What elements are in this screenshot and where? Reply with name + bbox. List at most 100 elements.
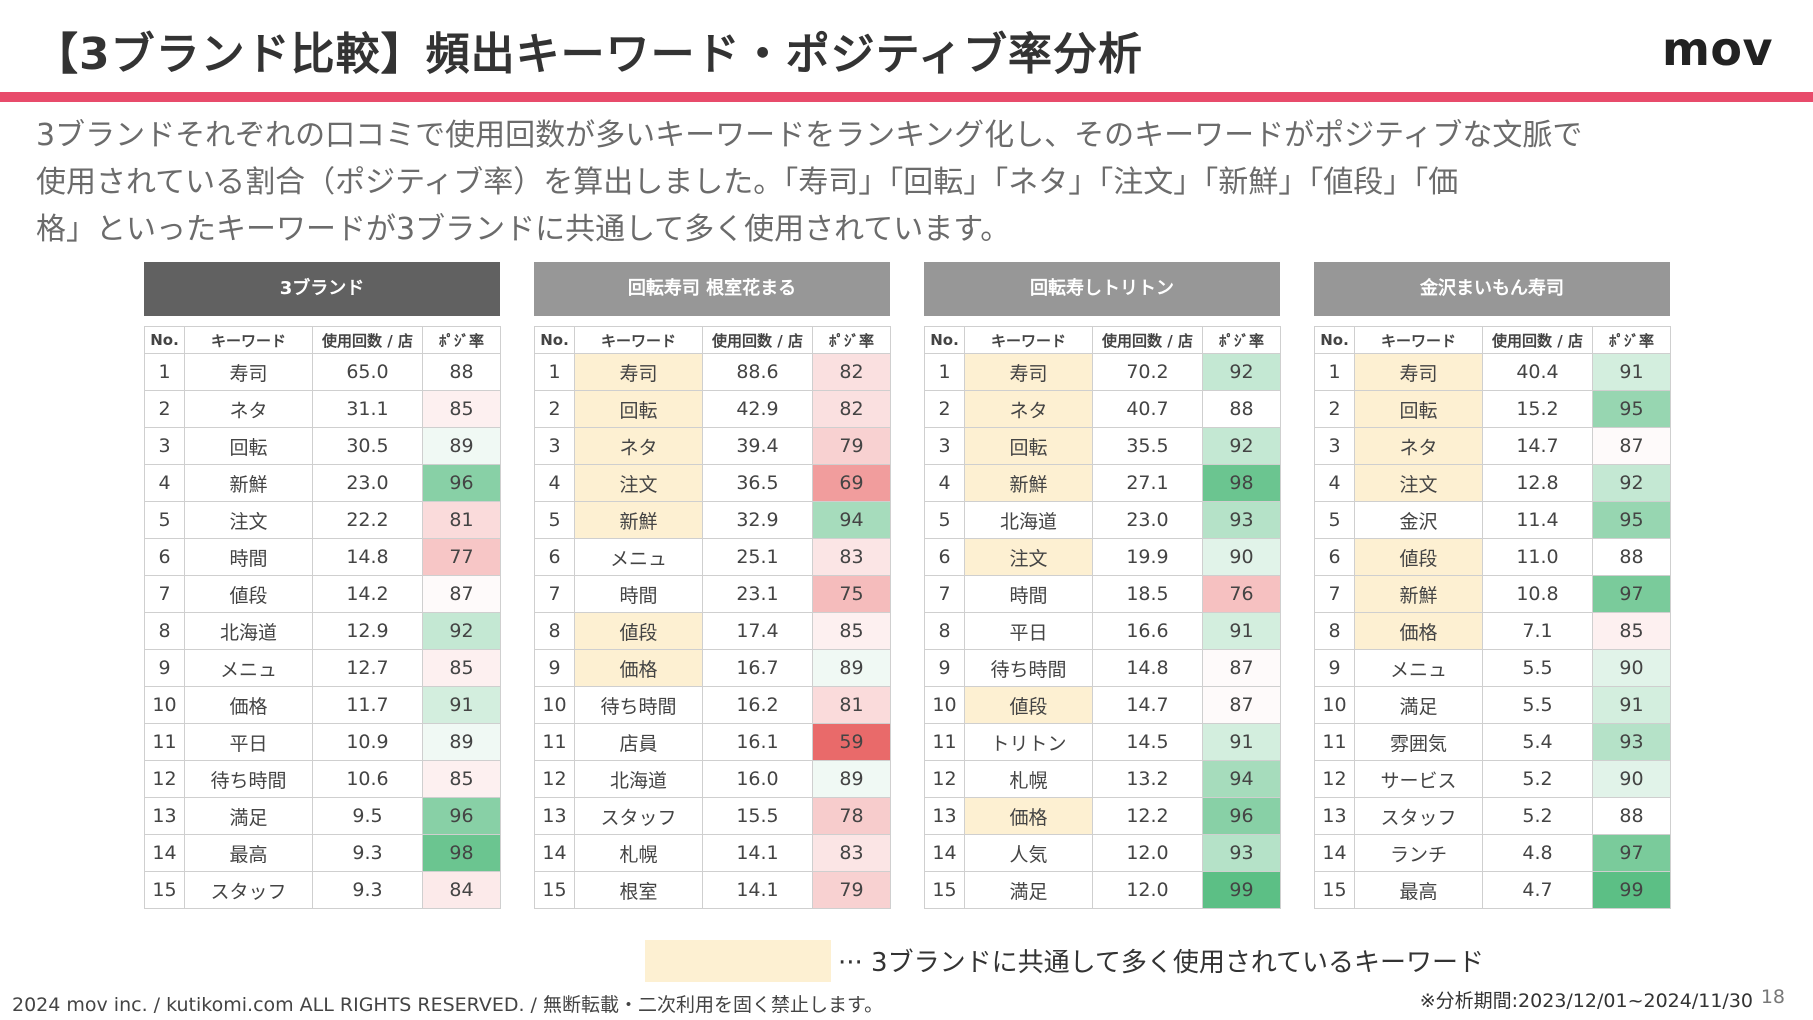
positive-rate-cell: 77 bbox=[422, 538, 501, 576]
positive-rate-cell: 97 bbox=[1592, 575, 1671, 613]
rank-cell: 3 bbox=[1314, 427, 1355, 465]
count-cell: 14.1 bbox=[702, 871, 813, 909]
keyword-cell: 注文 bbox=[964, 538, 1093, 576]
rank-cell: 4 bbox=[1314, 464, 1355, 502]
rank-cell: 12 bbox=[534, 760, 575, 798]
rank-cell: 1 bbox=[144, 353, 185, 391]
rank-cell: 2 bbox=[144, 390, 185, 428]
keyword-cell: 回転 bbox=[964, 427, 1093, 465]
positive-rate-cell: 85 bbox=[1592, 612, 1671, 650]
count-cell: 14.2 bbox=[312, 575, 423, 613]
table-row: 11 雰囲気 5.4 93 bbox=[1314, 723, 1671, 761]
keyword-ranking-table: No. キーワード 使用回数 / 店ﾎﾟｼﾞ率 1 寿司 70.2 92 2 ネタ 40.7 88 3… bbox=[924, 326, 1281, 909]
ranking-table-panel: 3ブランド No. キーワード 使用回数 / 店ﾎﾟｼﾞ率 1 寿司 65.0 88 2 ネタ 31… bbox=[144, 262, 501, 909]
rank-cell: 10 bbox=[924, 686, 965, 724]
table-row: 10 値段 14.7 87 bbox=[924, 686, 1281, 724]
legend-text: ··· 3ブランドに共通して多く使用されているキーワード bbox=[838, 948, 1485, 978]
column-header: ﾎﾟｼﾞ率 bbox=[812, 326, 891, 354]
count-cell: 30.5 bbox=[312, 427, 423, 465]
table-row: 9 待ち時間 14.8 87 bbox=[924, 649, 1281, 687]
table-row: 14 札幌 14.1 83 bbox=[534, 834, 891, 872]
column-header: ﾎﾟｼﾞ率 bbox=[1592, 326, 1671, 354]
table-row: 12 北海道 16.0 89 bbox=[534, 760, 891, 798]
positive-rate-cell: 84 bbox=[422, 871, 501, 909]
positive-rate-cell: 87 bbox=[1202, 686, 1281, 724]
count-cell: 4.8 bbox=[1482, 834, 1593, 872]
keyword-cell: 寿司 bbox=[184, 353, 313, 391]
rank-cell: 8 bbox=[144, 612, 185, 650]
count-cell: 16.0 bbox=[702, 760, 813, 798]
rank-cell: 1 bbox=[924, 353, 965, 391]
positive-rate-cell: 75 bbox=[812, 575, 891, 613]
table-row: 12 待ち時間 10.6 85 bbox=[144, 760, 501, 798]
count-cell: 23.1 bbox=[702, 575, 813, 613]
rank-cell: 14 bbox=[1314, 834, 1355, 872]
rank-cell: 11 bbox=[924, 723, 965, 761]
positive-rate-cell: 98 bbox=[422, 834, 501, 872]
column-header: No. bbox=[1314, 326, 1355, 354]
table-row: 2 ネタ 40.7 88 bbox=[924, 390, 1281, 428]
keyword-cell: 注文 bbox=[1354, 464, 1483, 502]
rank-cell: 10 bbox=[144, 686, 185, 724]
positive-rate-cell: 94 bbox=[812, 501, 891, 539]
rank-cell: 5 bbox=[1314, 501, 1355, 539]
table-row: 12 サービス 5.2 90 bbox=[1314, 760, 1671, 798]
rank-cell: 1 bbox=[534, 353, 575, 391]
positive-rate-cell: 92 bbox=[1202, 427, 1281, 465]
table-row: 1 寿司 65.0 88 bbox=[144, 353, 501, 391]
table-row: 6 注文 19.9 90 bbox=[924, 538, 1281, 576]
count-cell: 14.8 bbox=[1092, 649, 1203, 687]
keyword-cell: 北海道 bbox=[964, 501, 1093, 539]
count-cell: 65.0 bbox=[312, 353, 423, 391]
rank-cell: 3 bbox=[924, 427, 965, 465]
column-header: 使用回数 / 店 bbox=[702, 326, 813, 354]
keyword-cell: 値段 bbox=[574, 612, 703, 650]
table-row: 2 ネタ 31.1 85 bbox=[144, 390, 501, 428]
positive-rate-cell: 69 bbox=[812, 464, 891, 502]
keyword-cell: 最高 bbox=[184, 834, 313, 872]
count-cell: 39.4 bbox=[702, 427, 813, 465]
positive-rate-cell: 59 bbox=[812, 723, 891, 761]
keyword-cell: トリトン bbox=[964, 723, 1093, 761]
table-row: 8 値段 17.4 85 bbox=[534, 612, 891, 650]
positive-rate-cell: 79 bbox=[812, 871, 891, 909]
keyword-cell: 回転 bbox=[574, 390, 703, 428]
table-header-row: No. キーワード 使用回数 / 店ﾎﾟｼﾞ率 bbox=[1314, 326, 1671, 354]
keyword-cell: 札幌 bbox=[574, 834, 703, 872]
table-row: 9 メニュ 12.7 85 bbox=[144, 649, 501, 687]
count-cell: 32.9 bbox=[702, 501, 813, 539]
positive-rate-cell: 83 bbox=[812, 538, 891, 576]
mov-logo: mov bbox=[1661, 22, 1773, 76]
count-cell: 40.4 bbox=[1482, 353, 1593, 391]
table-row: 5 新鮮 32.9 94 bbox=[534, 501, 891, 539]
description-line: 格」といったキーワードが3ブランドに共通して多く使用されています。 bbox=[36, 212, 1011, 247]
count-cell: 14.7 bbox=[1092, 686, 1203, 724]
rank-cell: 12 bbox=[924, 760, 965, 798]
table-row: 4 新鮮 27.1 98 bbox=[924, 464, 1281, 502]
count-cell: 14.1 bbox=[702, 834, 813, 872]
count-cell: 16.2 bbox=[702, 686, 813, 724]
table-row: 6 メニュ 25.1 83 bbox=[534, 538, 891, 576]
table-brand-header: 回転寿しトリトン bbox=[924, 262, 1280, 316]
positive-rate-cell: 90 bbox=[1202, 538, 1281, 576]
keyword-cell: 新鮮 bbox=[184, 464, 313, 502]
positive-rate-cell: 88 bbox=[1592, 538, 1671, 576]
positive-rate-cell: 85 bbox=[422, 649, 501, 687]
rank-cell: 15 bbox=[924, 871, 965, 909]
keyword-cell: 待ち時間 bbox=[574, 686, 703, 724]
keyword-cell: スタッフ bbox=[1354, 797, 1483, 835]
count-cell: 14.8 bbox=[312, 538, 423, 576]
rank-cell: 13 bbox=[144, 797, 185, 835]
positive-rate-cell: 90 bbox=[1592, 649, 1671, 687]
positive-rate-cell: 87 bbox=[1202, 649, 1281, 687]
table-row: 1 寿司 40.4 91 bbox=[1314, 353, 1671, 391]
count-cell: 88.6 bbox=[702, 353, 813, 391]
count-cell: 11.0 bbox=[1482, 538, 1593, 576]
keyword-cell: 新鮮 bbox=[1354, 575, 1483, 613]
positive-rate-cell: 82 bbox=[812, 353, 891, 391]
positive-rate-cell: 92 bbox=[1592, 464, 1671, 502]
keyword-cell: 新鮮 bbox=[964, 464, 1093, 502]
keyword-cell: ネタ bbox=[964, 390, 1093, 428]
positive-rate-cell: 90 bbox=[1592, 760, 1671, 798]
table-row: 1 寿司 70.2 92 bbox=[924, 353, 1281, 391]
